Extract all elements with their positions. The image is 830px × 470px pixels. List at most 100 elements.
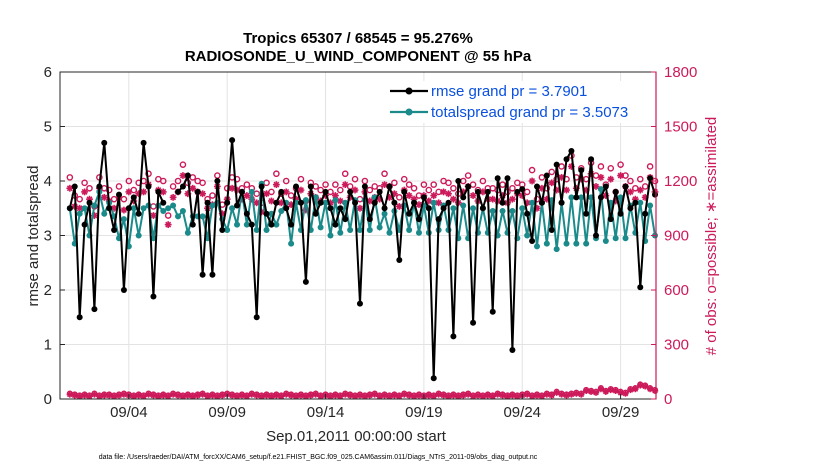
obs-low-assimilated-point (504, 393, 511, 400)
rmse-point (361, 183, 368, 190)
spread-point (415, 229, 422, 236)
obs-low-assimilated-point (578, 391, 585, 398)
obs-low-assimilated-point (376, 393, 383, 400)
spread-point (622, 235, 629, 242)
obs-low-assimilated-point (346, 392, 354, 399)
obs-low-assimilated-point (396, 393, 403, 400)
rmse-point (627, 205, 634, 212)
obs-low-assimilated-point (76, 393, 83, 400)
obs-possible-point (636, 175, 644, 183)
obs-low-assimilated-point (155, 393, 162, 400)
obs-low-assimilated-point (96, 393, 103, 400)
rmse-point (248, 221, 255, 228)
obs-low-assimilated-point (105, 392, 113, 399)
obs-possible-point (479, 177, 487, 185)
rmse-point (489, 308, 496, 315)
rmse-point (238, 188, 245, 195)
rmse-point (543, 172, 550, 179)
legend-spread-label: totalspread grand pr = 3.5073 (431, 104, 628, 121)
obs-low-assimilated-point (327, 393, 334, 400)
right-y-axis-label: # of obs: o=possible; ∗=assimilated (703, 117, 720, 356)
rmse-line (177, 140, 656, 379)
spread-point (312, 194, 319, 201)
obs-low-assimilated-point (164, 393, 172, 400)
rmse-point (391, 199, 398, 206)
obs-possible-point (341, 170, 349, 178)
obs-low-assimilated-point (287, 392, 295, 399)
obs-possible-point (366, 186, 374, 194)
obs-low-assimilated-point (592, 389, 600, 396)
x-axis-label: Sep.01,2011 00:00:00 start (266, 428, 447, 445)
left-tick-label: 3 (44, 228, 52, 245)
obs-assimilated-point (607, 175, 615, 183)
rmse-point (568, 148, 575, 155)
obs-possible-point (81, 179, 88, 187)
rmse-point (401, 188, 408, 195)
obs-possible-point (199, 179, 206, 187)
rmse-point (150, 293, 157, 300)
rmse-point (293, 183, 300, 190)
spread-point (583, 240, 590, 247)
spread-point (224, 227, 231, 234)
obs-possible-point (273, 170, 280, 178)
rmse-point (322, 188, 329, 195)
obs-assimilated-point (405, 192, 413, 199)
obs-assimilated-point (66, 184, 74, 192)
obs-low-assimilated-point (130, 393, 137, 400)
obs-possible-point (66, 174, 74, 181)
obs-low-assimilated-point (410, 393, 418, 400)
obs-low-assimilated-point (81, 392, 88, 399)
rmse-point (327, 205, 334, 212)
left-tick-label: 0 (44, 391, 52, 408)
rmse-point (229, 137, 236, 144)
left-tick-label: 4 (44, 173, 52, 190)
rmse-point (371, 199, 378, 206)
obs-possible-point (622, 172, 629, 179)
obs-possible-point (641, 183, 649, 190)
rmse-point (224, 199, 231, 206)
obs-low-assimilated-point (204, 393, 211, 400)
obs-possible-point (430, 181, 438, 188)
obs-low-assimilated-point (351, 393, 359, 400)
rmse-point (647, 175, 654, 182)
obs-possible-point (450, 184, 457, 192)
rmse-point (420, 194, 427, 201)
obs-low-assimilated-point (464, 391, 472, 398)
obs-low-assimilated-point (627, 386, 634, 394)
spread-point (529, 199, 536, 206)
rmse-point (617, 210, 624, 217)
rmse-point (563, 156, 570, 163)
rmse-point (106, 205, 113, 212)
right-tick-label: 1500 (664, 119, 697, 136)
rmse-point (332, 221, 339, 228)
obs-possible-point (115, 183, 123, 190)
spread-point (406, 227, 413, 234)
obs-low-assimilated-point (199, 391, 206, 398)
spread-point (563, 240, 570, 247)
spread-point (234, 221, 241, 228)
legend: rmse grand pr = 3.7901 totalspread grand… (385, 81, 650, 123)
rmse-point (479, 205, 486, 212)
rmse-point (258, 183, 265, 190)
rmse-point (302, 278, 309, 285)
obs-assimilated-point (169, 193, 177, 201)
obs-possible-point (425, 186, 433, 194)
obs-low-assimilated-point (548, 392, 555, 399)
rmse-point (593, 232, 600, 239)
rmse-point (652, 191, 659, 198)
obs-low-assimilated-point (66, 391, 74, 398)
obs-low-assimilated-point (632, 385, 639, 393)
rmse-point (268, 221, 275, 228)
rmse-point (96, 183, 103, 190)
obs-assimilated-point (351, 186, 359, 194)
obs-assimilated-point (469, 192, 477, 199)
spread-point (120, 216, 127, 223)
obs-low-assimilated-point (219, 392, 226, 399)
spread-point (647, 202, 654, 209)
obs-low-assimilated-point (479, 393, 487, 400)
obs-low-assimilated-point (258, 393, 265, 400)
obs-possible-point (410, 184, 418, 192)
spread-point (602, 237, 609, 244)
obs-low-assimilated-point (332, 392, 339, 399)
rmse-point (450, 333, 457, 340)
